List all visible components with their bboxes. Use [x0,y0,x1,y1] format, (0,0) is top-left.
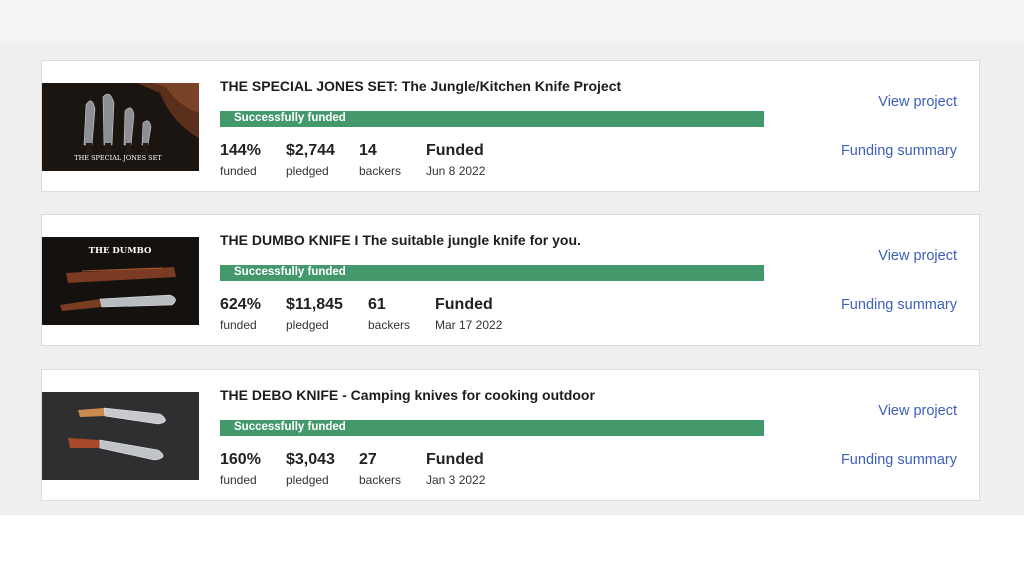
pledged-amount: $3,043 [286,451,335,468]
stat-funded: 160% funded [220,451,261,487]
funding-progress-bar: Successfully funded [220,420,764,436]
funding-date: Jan 3 2022 [426,473,486,487]
funding-progress-fill [220,111,764,127]
funding-summary-link[interactable]: Funding summary [840,452,957,468]
thumbnail-caption: THE SPECIAL JONES SET [74,154,162,162]
backers-count: 61 [368,296,386,313]
pledged-amount: $2,744 [286,142,335,159]
funded-percent: 624% [220,296,261,313]
pledged-amount: $11,845 [286,296,343,313]
view-project-link[interactable]: View project [878,94,957,110]
project-thumbnail[interactable]: THE SPECIAL JONES SET [42,83,199,171]
stat-pledged: $3,043 pledged [286,451,335,487]
thumbnail-caption: THE DUMBO [89,246,152,256]
project-card: THE SPECIAL JONES SET THE SPECIAL JONES … [41,60,980,192]
status-label: Successfully funded [234,266,346,278]
project-card: THE DUMBO THE DUMBO KNIFE I The suitable… [41,214,980,346]
status-label: Successfully funded [234,112,346,124]
backers-label: backers [359,473,402,487]
funded-percent: 144% [220,142,261,159]
stat-pledged: $2,744 pledged [286,142,335,178]
knife-set-image: THE SPECIAL JONES SET [42,83,199,171]
stat-state: Funded Jun 8 2022 [426,142,485,178]
funded-label: funded [220,473,257,487]
backers-count: 27 [359,451,377,468]
view-project-link[interactable]: View project [878,248,957,264]
project-thumbnail[interactable] [42,392,199,480]
funding-progress-bar: Successfully funded [220,111,764,127]
stat-funded: 144% funded [220,142,261,178]
project-title[interactable]: THE DEBO KNIFE - Camping knives for cook… [220,387,595,403]
stat-state: Funded Jan 3 2022 [426,451,485,487]
project-title[interactable]: THE DUMBO KNIFE I The suitable jungle kn… [220,232,581,248]
backers-label: backers [359,164,402,178]
backers-label: backers [368,318,411,332]
pledged-label: pledged [286,318,329,332]
funded-label: funded [220,164,257,178]
project-thumbnail[interactable]: THE DUMBO [42,237,199,325]
funding-summary-link[interactable]: Funding summary [840,297,957,313]
stat-backers: 27 backers [359,451,401,487]
knife-image: THE DUMBO [42,237,199,325]
status-label: Successfully funded [234,421,346,433]
stat-pledged: $11,845 pledged [286,296,343,332]
funding-summary-link[interactable]: Funding summary [840,143,957,159]
funding-state: Funded [435,296,493,313]
pledged-label: pledged [286,473,329,487]
view-project-link[interactable]: View project [878,403,957,419]
top-band [0,0,1024,43]
funding-progress-bar: Successfully funded [220,265,764,281]
funded-label: funded [220,318,257,332]
funding-state: Funded [426,451,484,468]
stat-funded: 624% funded [220,296,261,332]
project-card: THE DEBO KNIFE - Camping knives for cook… [41,369,980,501]
stat-backers: 61 backers [368,296,410,332]
stat-backers: 14 backers [359,142,401,178]
stat-state: Funded Mar 17 2022 [435,296,502,332]
backers-count: 14 [359,142,377,159]
funding-progress-fill [220,265,764,281]
funding-date: Jun 8 2022 [426,164,486,178]
funding-state: Funded [426,142,484,159]
project-title[interactable]: THE SPECIAL JONES SET: The Jungle/Kitche… [220,78,622,94]
funded-percent: 160% [220,451,261,468]
funding-progress-fill [220,420,764,436]
funding-date: Mar 17 2022 [435,318,503,332]
bottom-band [0,515,1024,576]
knife-pair-image [42,392,199,480]
pledged-label: pledged [286,164,329,178]
